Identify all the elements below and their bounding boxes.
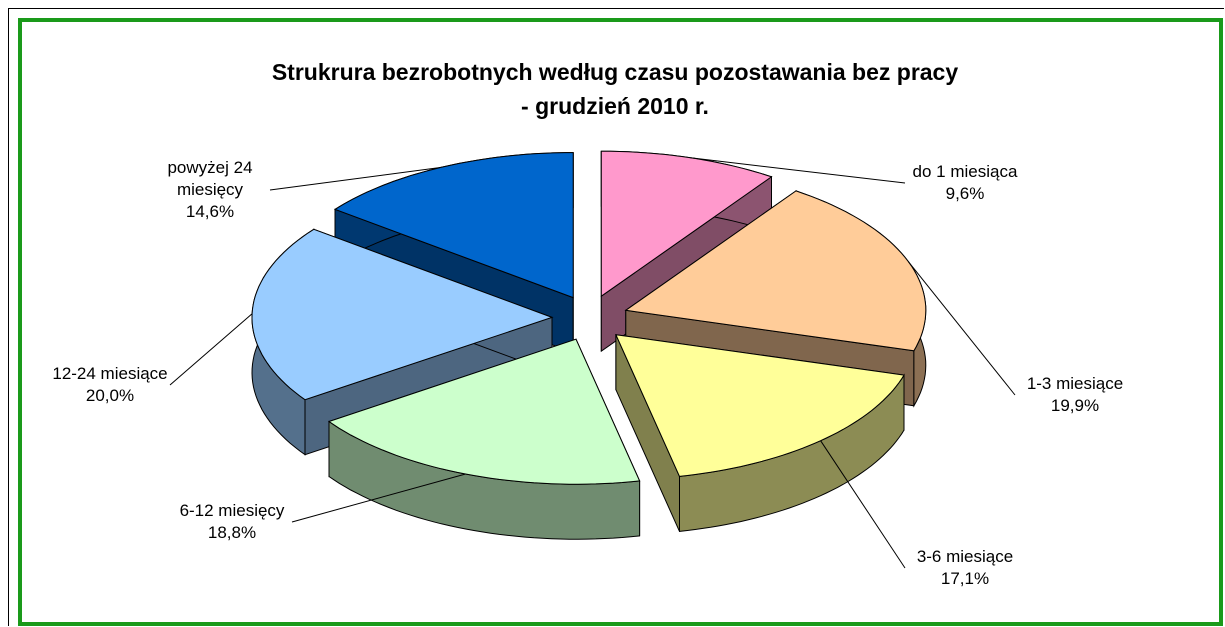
category-label: 12-24 miesiące: [52, 364, 168, 383]
leader-line: [690, 157, 906, 184]
pie-slice: [615, 334, 905, 532]
leader-line: [820, 440, 906, 569]
chart-title: Strukrura bezrobotnych według czasu pozo…: [272, 59, 959, 85]
value-label: 20,0%: [85, 386, 135, 405]
value-label: 9,6%: [945, 184, 985, 203]
category-label: 6-12 miesięcy: [179, 501, 285, 520]
value-label: 18,8%: [207, 523, 257, 542]
data-label: 3-6 miesiące 17,1%: [917, 546, 1013, 590]
category-label: do 1 miesiąca: [912, 162, 1018, 181]
category-label: 1-3 miesiące: [1026, 374, 1124, 393]
value-label: 19,9%: [1050, 396, 1100, 415]
leader-line: [291, 473, 466, 523]
leader-line: [169, 313, 253, 386]
leader-line: [908, 261, 1016, 396]
value-label: 17,1%: [940, 569, 990, 588]
data-label: 1-3 miesiące 19,9%: [1027, 373, 1123, 417]
chart-title: - grudzień 2010 r.: [521, 93, 709, 119]
pie-slice: [251, 228, 554, 456]
category-label: powyżej 24 miesięcy: [167, 158, 253, 199]
chart-frame: [18, 18, 1223, 626]
data-label: do 1 miesiąca 9,6%: [913, 161, 1018, 205]
pie-slice: [327, 338, 641, 540]
data-label: powyżej 24 miesięcy 14,6%: [150, 157, 270, 223]
data-label: 12-24 miesiące 20,0%: [52, 363, 167, 407]
leader-line: [269, 167, 441, 191]
value-label: 14,6%: [185, 202, 235, 221]
outer-border: [8, 8, 1224, 626]
category-label: 3-6 miesiące: [916, 547, 1014, 566]
data-label: 6-12 miesięcy 18,8%: [180, 500, 285, 544]
